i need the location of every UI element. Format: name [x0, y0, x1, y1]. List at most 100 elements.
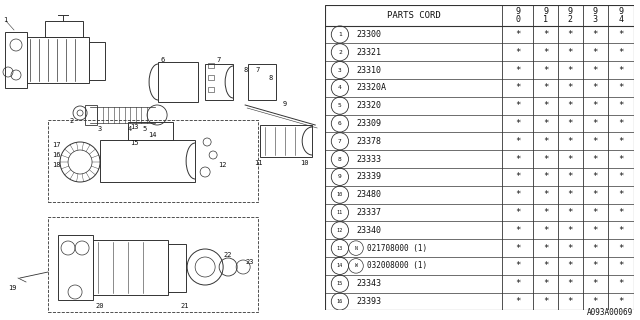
Text: *: * — [618, 261, 623, 270]
Text: 22: 22 — [224, 252, 232, 258]
Text: 9
0: 9 0 — [515, 6, 520, 24]
Text: *: * — [593, 30, 598, 39]
Text: *: * — [593, 208, 598, 217]
Text: 6: 6 — [161, 57, 165, 63]
Text: 9: 9 — [283, 101, 287, 107]
Bar — [205, 64, 233, 100]
Bar — [208, 63, 214, 68]
Text: *: * — [515, 244, 520, 252]
Text: 20: 20 — [96, 303, 104, 309]
Text: 2: 2 — [70, 118, 74, 124]
Text: *: * — [543, 261, 548, 270]
Bar — [128, 122, 173, 140]
Text: *: * — [568, 190, 573, 199]
Text: *: * — [593, 172, 598, 181]
Text: *: * — [543, 155, 548, 164]
Text: *: * — [618, 226, 623, 235]
Text: *: * — [593, 155, 598, 164]
Text: *: * — [543, 137, 548, 146]
Bar — [85, 105, 97, 125]
Text: 9
2: 9 2 — [568, 6, 573, 24]
Text: 23321: 23321 — [356, 48, 381, 57]
Text: *: * — [618, 155, 623, 164]
Text: 10: 10 — [337, 192, 343, 197]
Text: *: * — [515, 226, 520, 235]
Text: *: * — [543, 30, 548, 39]
Text: *: * — [618, 244, 623, 252]
Text: *: * — [568, 30, 573, 39]
Text: 11: 11 — [254, 160, 262, 166]
Bar — [27, 37, 89, 83]
Bar — [158, 62, 198, 102]
Text: *: * — [568, 101, 573, 110]
Text: 21: 21 — [181, 303, 189, 309]
Text: 7: 7 — [255, 67, 259, 73]
Text: *: * — [568, 48, 573, 57]
Text: *: * — [568, 261, 573, 270]
Text: *: * — [568, 66, 573, 75]
Text: *: * — [568, 137, 573, 146]
Text: 10: 10 — [300, 160, 308, 166]
Text: 23309: 23309 — [356, 119, 381, 128]
Text: *: * — [618, 190, 623, 199]
Text: 23393: 23393 — [356, 297, 381, 306]
Text: *: * — [543, 208, 548, 217]
Bar — [100, 140, 195, 182]
Text: *: * — [618, 297, 623, 306]
Text: *: * — [593, 119, 598, 128]
Text: 9: 9 — [338, 174, 342, 180]
Text: 021708000 (1): 021708000 (1) — [367, 244, 427, 252]
Text: 032008000 (1): 032008000 (1) — [367, 261, 427, 270]
Text: *: * — [618, 30, 623, 39]
Text: *: * — [568, 84, 573, 92]
Text: 23343: 23343 — [356, 279, 381, 288]
Text: *: * — [618, 119, 623, 128]
Text: *: * — [618, 66, 623, 75]
Text: *: * — [568, 119, 573, 128]
Text: 7: 7 — [338, 139, 342, 144]
Text: 7: 7 — [216, 57, 220, 63]
Text: *: * — [593, 279, 598, 288]
Text: *: * — [515, 101, 520, 110]
Text: 3: 3 — [338, 68, 342, 73]
Text: *: * — [568, 208, 573, 217]
Text: *: * — [515, 84, 520, 92]
Bar — [58, 235, 93, 300]
Text: *: * — [543, 244, 548, 252]
Text: *: * — [543, 119, 548, 128]
Text: *: * — [515, 119, 520, 128]
Text: W: W — [355, 263, 357, 268]
Text: *: * — [515, 279, 520, 288]
Text: 3: 3 — [98, 126, 102, 132]
Bar — [93, 240, 168, 295]
Bar — [48, 217, 258, 312]
Text: *: * — [618, 137, 623, 146]
Text: *: * — [568, 226, 573, 235]
Text: *: * — [618, 84, 623, 92]
Text: 23310: 23310 — [356, 66, 381, 75]
Text: *: * — [515, 261, 520, 270]
Text: *: * — [618, 48, 623, 57]
Text: *: * — [593, 137, 598, 146]
Text: *: * — [593, 244, 598, 252]
Bar — [48, 120, 258, 202]
Text: *: * — [593, 226, 598, 235]
Text: 23320A: 23320A — [356, 84, 386, 92]
Text: 23337: 23337 — [356, 208, 381, 217]
Text: N: N — [355, 245, 357, 251]
Text: 12: 12 — [218, 162, 227, 168]
Text: 23339: 23339 — [356, 172, 381, 181]
Text: *: * — [515, 208, 520, 217]
Text: *: * — [593, 297, 598, 306]
Text: *: * — [543, 101, 548, 110]
Bar — [45, 21, 83, 37]
Text: *: * — [515, 172, 520, 181]
Bar — [208, 75, 214, 80]
Text: A093A00069: A093A00069 — [588, 308, 634, 317]
Text: *: * — [618, 101, 623, 110]
Text: 1: 1 — [338, 32, 342, 37]
Text: *: * — [543, 279, 548, 288]
Bar — [208, 87, 214, 92]
Text: *: * — [543, 226, 548, 235]
Text: *: * — [593, 84, 598, 92]
